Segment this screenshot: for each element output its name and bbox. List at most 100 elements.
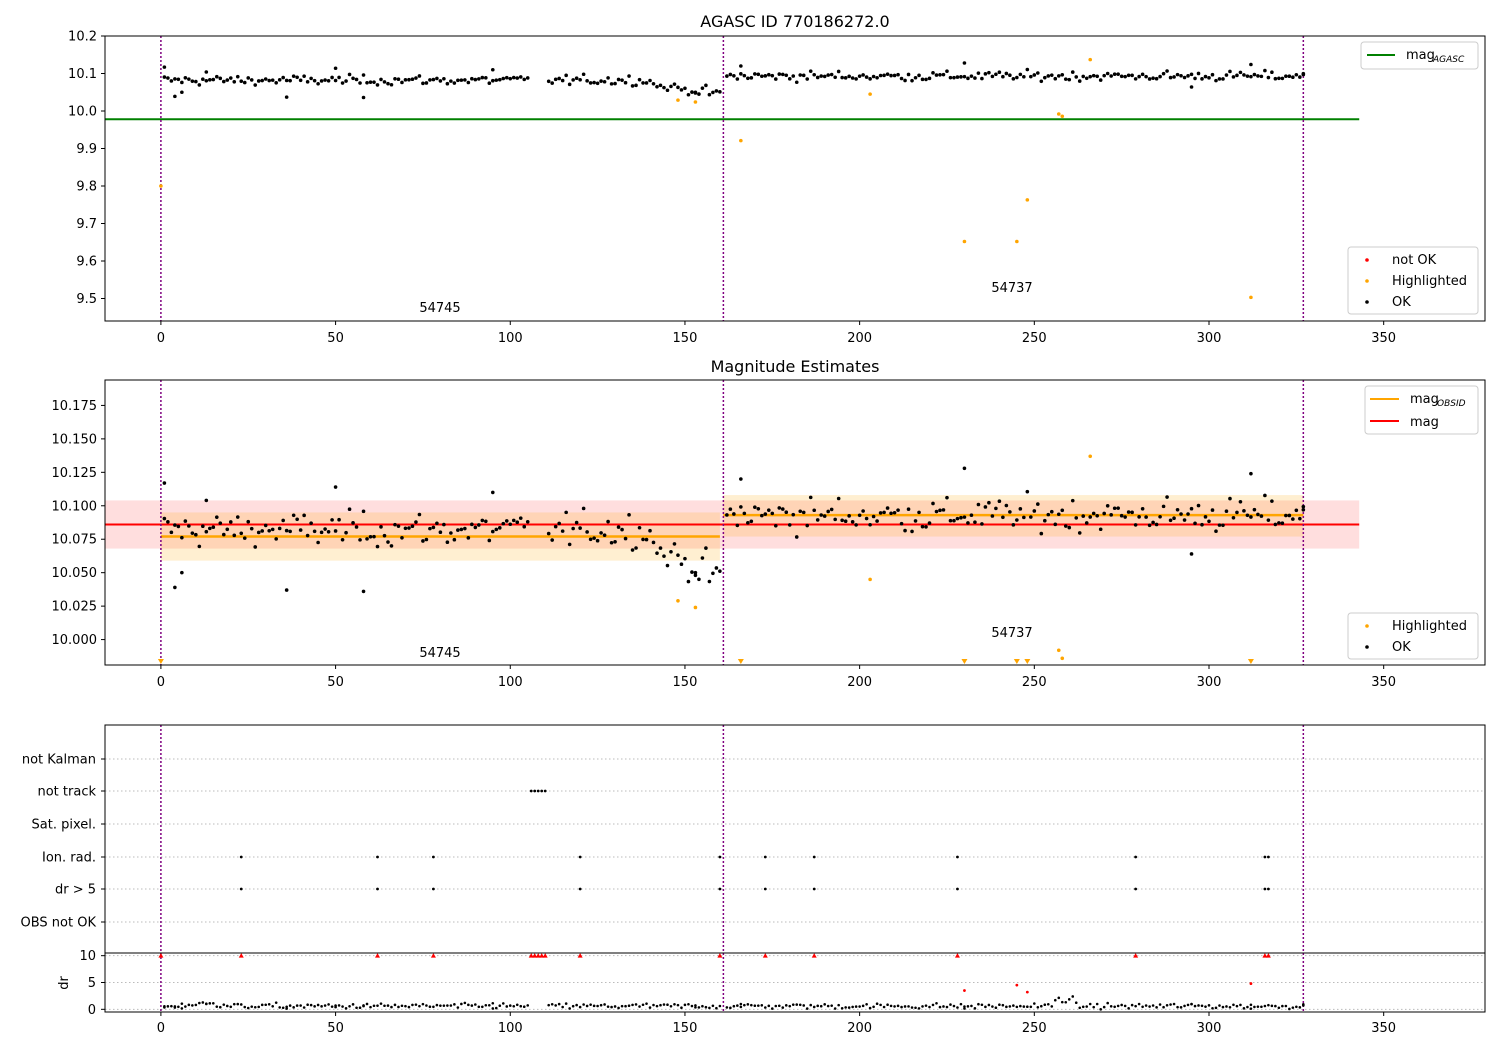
ok-point (1277, 521, 1281, 525)
ok-point (166, 520, 170, 524)
ok-point (515, 76, 520, 80)
ok-point (934, 73, 939, 77)
ok-point (969, 74, 974, 78)
ok-point (1249, 62, 1253, 67)
ok-point (302, 74, 306, 78)
ok-point (780, 507, 785, 511)
ok-point (368, 534, 373, 539)
dr-ok-point (215, 1005, 219, 1008)
dr-ok-point (840, 1006, 844, 1010)
highlighted-offscale-marker (1013, 659, 1020, 664)
ok-point (1301, 72, 1306, 77)
ok-point (281, 518, 285, 523)
ok-point (857, 513, 862, 518)
ok-point (756, 72, 761, 77)
ok-point (522, 77, 527, 82)
ok-point (180, 535, 184, 540)
dr-ok-point (659, 1003, 662, 1007)
ok-point (169, 79, 174, 83)
dr-ok-point (222, 1003, 226, 1006)
dr-ok-point (1151, 1004, 1155, 1007)
ok-point (1022, 74, 1026, 79)
ytick-label: 9.9 (76, 142, 97, 157)
ok-point (1158, 74, 1162, 79)
ok-point (214, 515, 219, 519)
flag-dr-gt-5-point (718, 887, 722, 891)
ok-point (1130, 73, 1134, 78)
ok-point (1036, 502, 1040, 506)
dr-ok-point (886, 1003, 889, 1006)
ok-point (553, 524, 558, 529)
highlighted-point (962, 239, 967, 244)
ok-point (574, 76, 579, 80)
ok-point (1036, 71, 1040, 75)
panel2-legend-top: mag OBSID mag (1364, 385, 1479, 435)
ok-point (1301, 507, 1306, 512)
ok-point (753, 72, 757, 76)
ok-point (445, 81, 450, 86)
ok-point (1084, 76, 1089, 81)
dr-ok-point (498, 1004, 502, 1008)
ok-point (281, 75, 285, 80)
dr-ok-point (299, 1004, 302, 1007)
ytick-label: 10.1 (68, 67, 97, 82)
ok-point (1151, 520, 1155, 525)
ok-point (316, 540, 320, 545)
ok-point (662, 85, 666, 90)
dr-ok-point (624, 1004, 627, 1008)
dr-ok-point (253, 1005, 257, 1009)
flag-ion-rad-point (812, 855, 816, 859)
ok-point (746, 76, 750, 81)
ok-point (1200, 522, 1204, 527)
dr-ok-point (1197, 1004, 1200, 1007)
ok-point (284, 528, 289, 533)
dr-ok-point (323, 1004, 327, 1007)
ok-point (1203, 515, 1208, 519)
dr-clipped-marker (375, 953, 381, 958)
ok-point (882, 73, 886, 78)
ok-point (347, 507, 352, 512)
xtick-label: 250 (1022, 675, 1047, 690)
ok-point (648, 78, 652, 83)
dr-ok-point (177, 1005, 180, 1009)
dr-ok-point (1190, 1002, 1193, 1006)
panel1-obsid-label-2: 54737 (991, 281, 1032, 296)
ok-point (966, 521, 970, 525)
xtick-label: 350 (1371, 331, 1396, 346)
ok-point (445, 540, 450, 545)
dr-ok-point (1263, 1004, 1267, 1008)
ok-point (812, 72, 817, 77)
ok-point (634, 546, 638, 550)
ok-point (885, 72, 890, 76)
ok-point (1095, 513, 1100, 518)
ok-point (1189, 72, 1194, 77)
ok-point (983, 505, 988, 509)
flag-label: Sat. pixel. (32, 818, 96, 833)
dr-ok-point (446, 1004, 449, 1007)
ok-point (176, 524, 181, 529)
dr-ok-point (1088, 1002, 1092, 1006)
ok-point (1179, 512, 1183, 516)
dr-ok-point (355, 1006, 358, 1010)
dr-ok-point (1207, 1004, 1211, 1007)
dr-ok-point (596, 1004, 599, 1008)
dr-ok-point (673, 1002, 676, 1006)
ok-point (204, 529, 209, 534)
flag-not-track-point (536, 789, 540, 793)
flag-not-track-point (540, 789, 544, 793)
ok-point (494, 527, 499, 532)
dr-ok-point (278, 1006, 281, 1009)
ok-point (1172, 75, 1176, 79)
ok-point (749, 519, 754, 524)
ok-point (487, 538, 492, 543)
dr-ok-point (1169, 1003, 1172, 1006)
ok-point (941, 72, 946, 77)
ok-point (396, 524, 401, 528)
ok-point (843, 519, 848, 524)
ok-point (256, 79, 261, 83)
dr-ok-point (1186, 1003, 1190, 1007)
dr-ok-point (889, 1004, 893, 1008)
dr-ok-point (257, 1005, 261, 1009)
dr-ok-point (805, 1007, 809, 1010)
ok-point (459, 78, 464, 82)
